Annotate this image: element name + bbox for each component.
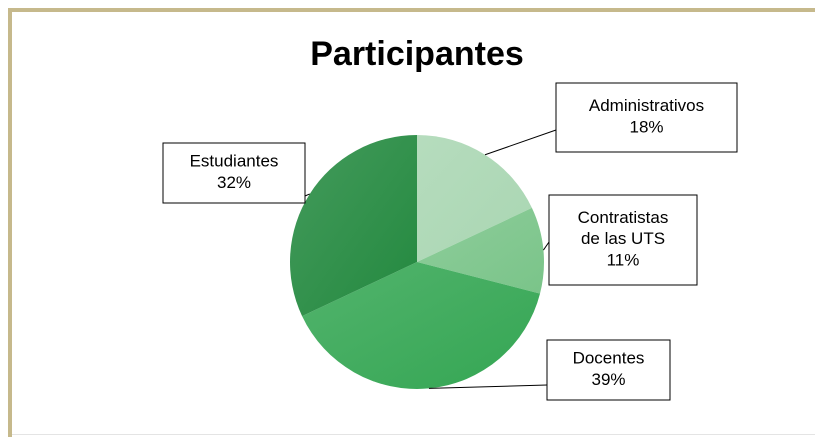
value-label: 32% xyxy=(217,173,251,192)
frame-top xyxy=(8,8,815,12)
label-box xyxy=(162,142,306,204)
leader-line xyxy=(543,241,550,251)
category-label: Estudiantes xyxy=(190,152,279,171)
label-box xyxy=(546,339,671,401)
pie-slice xyxy=(417,207,544,294)
chart-title: Participantes xyxy=(310,35,524,73)
category-label: Docentes xyxy=(573,349,645,368)
frame-left xyxy=(8,8,12,437)
label-box xyxy=(548,194,698,286)
leader-line xyxy=(484,129,557,156)
value-label: 39% xyxy=(591,370,625,389)
leader-line xyxy=(304,193,310,197)
pie-slice xyxy=(290,135,417,317)
frame-bottom xyxy=(12,434,815,435)
label-box xyxy=(555,82,738,153)
value-label: 18% xyxy=(629,117,663,136)
leader-line xyxy=(428,384,548,389)
category-label: Contratistas de las UTS xyxy=(578,208,669,248)
pie-slice xyxy=(417,135,532,262)
category-label: Administrativos xyxy=(589,96,704,115)
value-label: 11% xyxy=(607,250,640,269)
pie-slice xyxy=(302,262,541,390)
